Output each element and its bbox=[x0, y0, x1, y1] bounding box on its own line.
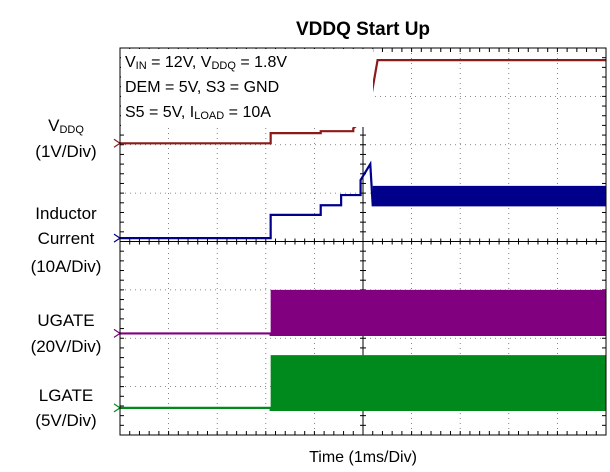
trace-label: Inductor bbox=[35, 204, 97, 223]
text-part: Inductor bbox=[35, 204, 97, 223]
text-part: = 10A bbox=[224, 104, 271, 121]
text-part: Current bbox=[38, 229, 95, 248]
trace-label: Current bbox=[38, 229, 95, 248]
trace bbox=[120, 332, 606, 336]
annotation-box bbox=[121, 49, 373, 127]
text-part: (20V/Div) bbox=[31, 337, 102, 356]
text-part: IN bbox=[136, 60, 147, 72]
text-part: (10A/Div) bbox=[31, 257, 102, 276]
text-part: = 12V, V bbox=[147, 54, 212, 71]
text-part: V bbox=[48, 116, 60, 135]
trace-marker bbox=[113, 328, 122, 338]
text-part: (5V/Div) bbox=[35, 411, 96, 430]
trace-label: UGATE bbox=[37, 311, 94, 330]
text-part: = 1.8V bbox=[236, 54, 287, 71]
trace-band bbox=[270, 355, 606, 410]
trace-marker bbox=[113, 403, 122, 413]
trace-label: LGATE bbox=[39, 386, 93, 405]
text-part: V bbox=[125, 54, 136, 71]
text-part: LOAD bbox=[194, 110, 224, 122]
x-axis-label: Time (1ms/Div) bbox=[309, 449, 417, 466]
plot-frame bbox=[119, 47, 607, 436]
trace-label: (20V/Div) bbox=[31, 337, 102, 356]
trace-label: (5V/Div) bbox=[35, 411, 96, 430]
text-part: LGATE bbox=[39, 386, 93, 405]
trace-band bbox=[270, 289, 606, 335]
text-part: DDQ bbox=[59, 124, 84, 136]
text-part: S5 = 5V, I bbox=[125, 104, 194, 121]
trace bbox=[120, 406, 606, 411]
trace-label: VDDQ bbox=[48, 116, 84, 135]
text-part: (1V/Div) bbox=[35, 142, 96, 161]
text-part: DDQ bbox=[211, 60, 236, 72]
text-part: DEM = 5V, S3 = GND bbox=[125, 79, 279, 96]
trace-band bbox=[372, 185, 606, 206]
annotation: VIN = 12V, VDDQ = 1.8V bbox=[125, 54, 287, 71]
annotation: S5 = 5V, ILOAD = 10A bbox=[125, 104, 271, 121]
chart-title: VDDQ Start Up bbox=[296, 19, 430, 40]
trace-label: (1V/Div) bbox=[35, 142, 96, 161]
text-part: UGATE bbox=[37, 311, 94, 330]
trace-marker bbox=[113, 138, 122, 148]
annotation: DEM = 5V, S3 = GND bbox=[125, 79, 279, 96]
trace-marker bbox=[113, 233, 122, 243]
trace bbox=[120, 160, 606, 240]
trace-label: (10A/Div) bbox=[31, 257, 102, 276]
